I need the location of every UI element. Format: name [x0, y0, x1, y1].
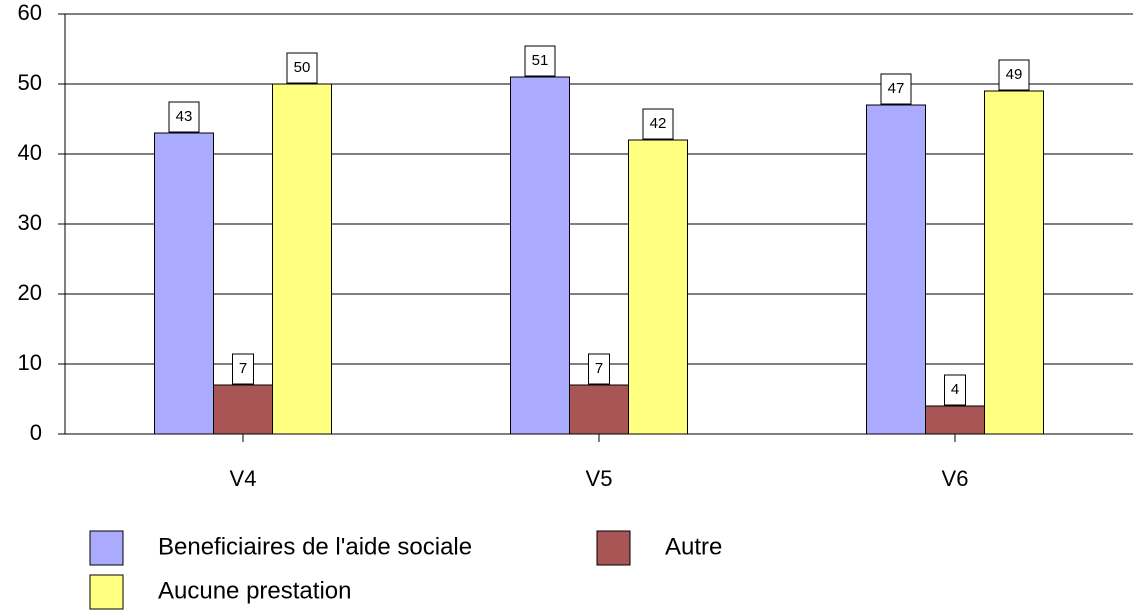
y-tick-label: 30 [18, 210, 42, 235]
bar [272, 83, 332, 435]
y-tick-label: 0 [30, 420, 42, 445]
value-label-box [998, 59, 1030, 91]
bar [213, 384, 273, 435]
legend-label: Autre [665, 533, 722, 560]
value-label-box [524, 45, 556, 77]
bar [984, 90, 1044, 435]
value-label: 42 [650, 115, 667, 132]
bar [628, 139, 688, 435]
value-label: 7 [595, 360, 603, 377]
value-label-box [232, 353, 254, 385]
value-label: 43 [176, 108, 193, 125]
bar [866, 104, 926, 435]
value-label: 50 [294, 59, 311, 76]
legend-label: Beneficiaires de l'aide sociale [158, 533, 472, 560]
value-label: 7 [239, 360, 247, 377]
value-label-box [286, 52, 318, 84]
value-label: 47 [888, 80, 905, 97]
bar [154, 132, 214, 435]
legend-label: Aucune prestation [158, 577, 351, 604]
y-tick-label: 10 [18, 350, 42, 375]
value-label: 4 [951, 381, 959, 398]
bar [925, 405, 985, 435]
value-label: 49 [1006, 66, 1023, 83]
y-tick-label: 50 [18, 70, 42, 95]
legend-swatch [89, 574, 124, 610]
x-tick-label: V5 [586, 466, 613, 491]
legend-swatch [89, 530, 124, 566]
y-tick-label: 20 [18, 280, 42, 305]
value-label: 51 [532, 52, 549, 69]
y-tick-label: 40 [18, 140, 42, 165]
y-tick-label: 60 [18, 0, 42, 25]
legend-swatch [596, 530, 631, 566]
value-label-box [588, 353, 610, 385]
value-label-box [168, 101, 200, 133]
bar [510, 76, 570, 435]
value-label-box [944, 374, 966, 406]
value-label-box [642, 108, 674, 140]
x-tick-label: V6 [942, 466, 969, 491]
x-tick-label: V4 [230, 466, 257, 491]
bar [569, 384, 629, 435]
value-label-box [880, 73, 912, 105]
